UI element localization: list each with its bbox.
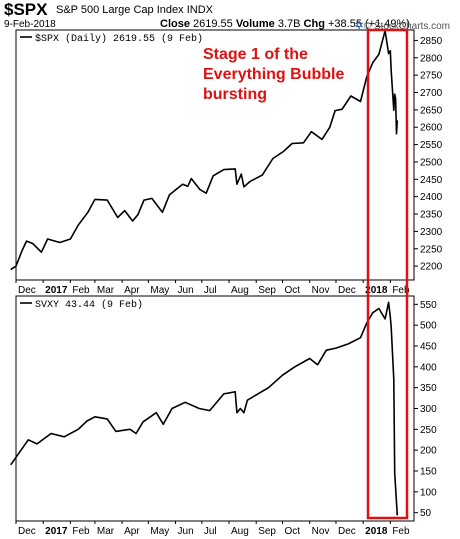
stockcharts-logo-icon: ✲ bbox=[354, 20, 364, 32]
svxy-x-tick-label: Feb bbox=[72, 526, 90, 537]
svxy-x-tick-label: 2018 bbox=[365, 526, 388, 537]
spx-x-tick-label: Oct bbox=[285, 285, 301, 296]
stockcharts-watermark: ✲© StockCharts.com bbox=[355, 19, 451, 32]
svxy-legend-text: SVXY 43.44 (9 Feb) bbox=[35, 299, 143, 311]
spx-x-tick-label: Feb bbox=[392, 285, 410, 296]
volume-value: 3.7B bbox=[277, 18, 301, 30]
spx-x-tick-label: May bbox=[150, 285, 169, 296]
spx-x-tick-label: Dec bbox=[338, 285, 356, 296]
svxy-x-tick-label: Jul bbox=[204, 526, 217, 537]
spx-y-tick-label: 2400 bbox=[420, 192, 443, 203]
svxy-x-tick-label: Sep bbox=[258, 526, 276, 537]
svxy-x-tick-label: 2017 bbox=[45, 526, 68, 537]
annotation-text-line: Everything Bubble bbox=[203, 66, 344, 83]
svxy-y-tick-label: 250 bbox=[420, 425, 437, 436]
chg-label: Chg bbox=[303, 18, 325, 30]
chart-symbol: $SPX bbox=[4, 0, 48, 19]
svxy-x-tick-label: Mar bbox=[97, 526, 115, 537]
spx-y-tick-label: 2800 bbox=[420, 53, 443, 64]
spx-x-tick-label: Jul bbox=[204, 285, 217, 296]
spx-plot-frame bbox=[15, 29, 415, 281]
svxy-price-panel: 50 100 150 200 250 300 350 400 450 500 550 Dec 2017 F… bbox=[10, 295, 437, 537]
spx-y-tick-label: 2250 bbox=[420, 244, 443, 255]
close-label: Close bbox=[160, 18, 190, 30]
svxy-y-tick-label: 50 bbox=[420, 508, 432, 519]
spx-y-tick-label: 2550 bbox=[420, 140, 443, 151]
quote-summary: Close 2619.55 Volume 3.7B Chg +38.55 (+1… bbox=[160, 18, 410, 30]
annotation-layer: Stage 1 of the Everything Bubble bursting bbox=[203, 28, 409, 520]
spx-y-tick-label: 2700 bbox=[420, 88, 443, 99]
volume-label: Volume bbox=[235, 18, 275, 30]
spx-x-tick-label: Nov bbox=[312, 285, 330, 296]
svxy-x-tick-label: May bbox=[150, 526, 169, 537]
svxy-y-tick-label: 400 bbox=[420, 362, 437, 373]
spx-y-tick-label: 2200 bbox=[420, 262, 443, 273]
spx-x-tick-label: Dec bbox=[18, 285, 36, 296]
svxy-x-tick-label: Dec bbox=[18, 526, 36, 537]
chg-value: +38.55 (+1.49%) bbox=[328, 18, 410, 30]
svxy-y-tick-label: 550 bbox=[420, 300, 437, 311]
spx-x-tick-label: 2018 bbox=[365, 285, 388, 296]
spx-x-tick-label: Sep bbox=[258, 285, 276, 296]
spx-y-tick-label: 2650 bbox=[420, 105, 443, 116]
annotation-text-line: Stage 1 of the bbox=[203, 46, 308, 63]
spx-y-tick-label: 2350 bbox=[420, 210, 443, 221]
svxy-x-tick-label: Apr bbox=[124, 526, 140, 537]
spx-x-tick-label: Aug bbox=[231, 285, 249, 296]
spx-y-tick-label: 2450 bbox=[420, 175, 443, 186]
svxy-y-tick-label: 100 bbox=[420, 487, 437, 498]
spx-price-panel: 2200 2250 2300 2350 2400 2450 2500 2550 2600 2650… bbox=[10, 29, 443, 296]
svxy-x-tick-label: Dec bbox=[338, 526, 356, 537]
spx-x-tick-label: Mar bbox=[97, 285, 115, 296]
spx-x-tick-label: 2017 bbox=[45, 285, 68, 296]
spx-x-tick-label: Apr bbox=[124, 285, 140, 296]
spx-y-tick-label: 2600 bbox=[420, 123, 443, 134]
svxy-y-tick-label: 500 bbox=[420, 321, 437, 332]
svxy-x-tick-label: Feb bbox=[392, 526, 410, 537]
svxy-y-tick-label: 150 bbox=[420, 467, 437, 478]
svxy-x-tick-label: Aug bbox=[231, 526, 249, 537]
spx-y-tick-label: 2750 bbox=[420, 71, 443, 82]
svxy-y-tick-label: 450 bbox=[420, 342, 437, 353]
spx-y-tick-label: 2500 bbox=[420, 157, 443, 168]
svxy-plot-frame bbox=[15, 295, 415, 522]
svxy-y-tick-label: 300 bbox=[420, 404, 437, 415]
spx-price-line bbox=[10, 29, 399, 271]
svxy-x-tick-label: Oct bbox=[285, 526, 301, 537]
svxy-y-tick-label: 200 bbox=[420, 446, 437, 457]
spx-y-tick-label: 2300 bbox=[420, 227, 443, 238]
spx-y-tick-label: 2850 bbox=[420, 36, 443, 47]
exchange-label: INDX bbox=[186, 4, 213, 16]
spx-x-tick-label: Feb bbox=[72, 285, 90, 296]
spx-legend-text: $SPX (Daily) 2619.55 (9 Feb) bbox=[35, 33, 203, 45]
svxy-x-tick-label: Jun bbox=[178, 526, 194, 537]
annotation-text-line: bursting bbox=[203, 86, 267, 103]
close-value: 2619.55 bbox=[193, 18, 233, 30]
spx-x-tick-label: Jun bbox=[178, 285, 194, 296]
security-name: S&P 500 Large Cap Index bbox=[56, 4, 184, 16]
svxy-y-tick-label: 350 bbox=[420, 383, 437, 394]
chart-date: 9-Feb-2018 bbox=[4, 19, 56, 30]
svxy-price-line bbox=[10, 301, 399, 516]
highlight-box bbox=[366, 28, 409, 520]
svxy-x-tick-label: Nov bbox=[312, 526, 330, 537]
watermark-text: © StockCharts.com bbox=[363, 21, 450, 32]
chart-security-name: S&P 500 Large Cap Index INDX bbox=[56, 4, 213, 16]
